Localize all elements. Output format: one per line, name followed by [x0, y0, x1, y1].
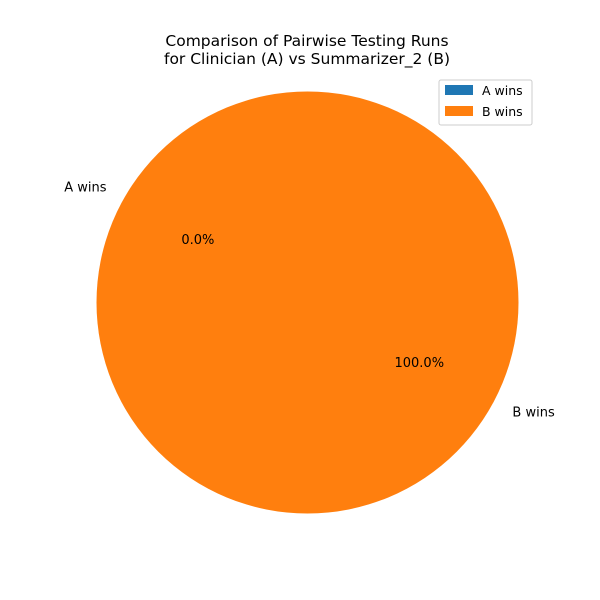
- pie-slice-b-wins: [96, 91, 519, 514]
- percent-label-a-wins: 0.0%: [181, 233, 214, 248]
- pie-slices: [96, 91, 519, 514]
- chart-title-line-2: for Clinician (A) vs Summarizer_2 (B): [164, 50, 450, 69]
- pie-slice-labels: A wins B wins: [64, 180, 555, 420]
- legend-swatch-a-wins: [445, 85, 473, 95]
- slice-label-b-wins: B wins: [512, 405, 555, 420]
- legend: A wins B wins: [438, 79, 533, 126]
- chart-title-line-1: Comparison of Pairwise Testing Runs: [165, 32, 448, 50]
- slice-label-a-wins: A wins: [64, 180, 107, 195]
- pie-percent-labels: 0.0% 100.0%: [181, 233, 444, 371]
- legend-label-a-wins: A wins: [482, 83, 523, 98]
- legend-label-b-wins: B wins: [482, 104, 523, 119]
- percent-label-b-wins: 100.0%: [394, 356, 444, 371]
- legend-swatch-b-wins: [445, 106, 473, 116]
